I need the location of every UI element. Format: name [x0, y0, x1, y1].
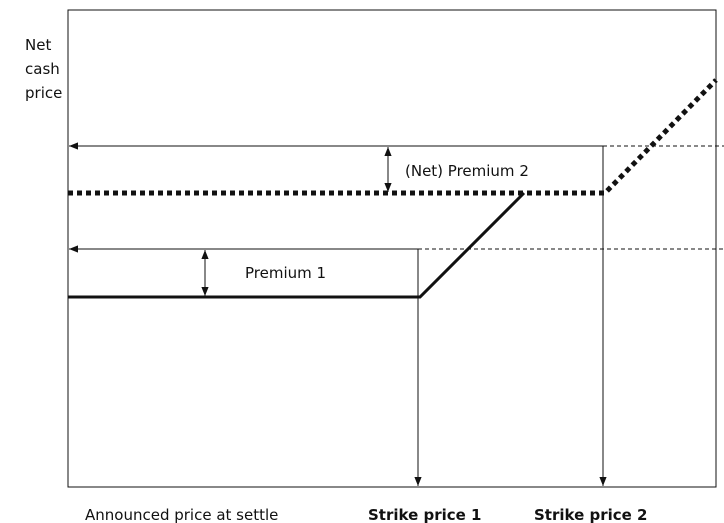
- premium-label: Premium 1: [245, 264, 327, 282]
- strike-label: Strike price 2: [534, 506, 648, 523]
- y-axis-label: Net cash price: [25, 36, 63, 102]
- strike-label: Strike price 1: [368, 506, 482, 523]
- payoff-line-1: [68, 191, 526, 299]
- x-axis-label: Announced price at settle: [85, 506, 279, 523]
- premium-label: (Net) Premium 2: [405, 162, 529, 180]
- payoff-line-2: [68, 78, 718, 196]
